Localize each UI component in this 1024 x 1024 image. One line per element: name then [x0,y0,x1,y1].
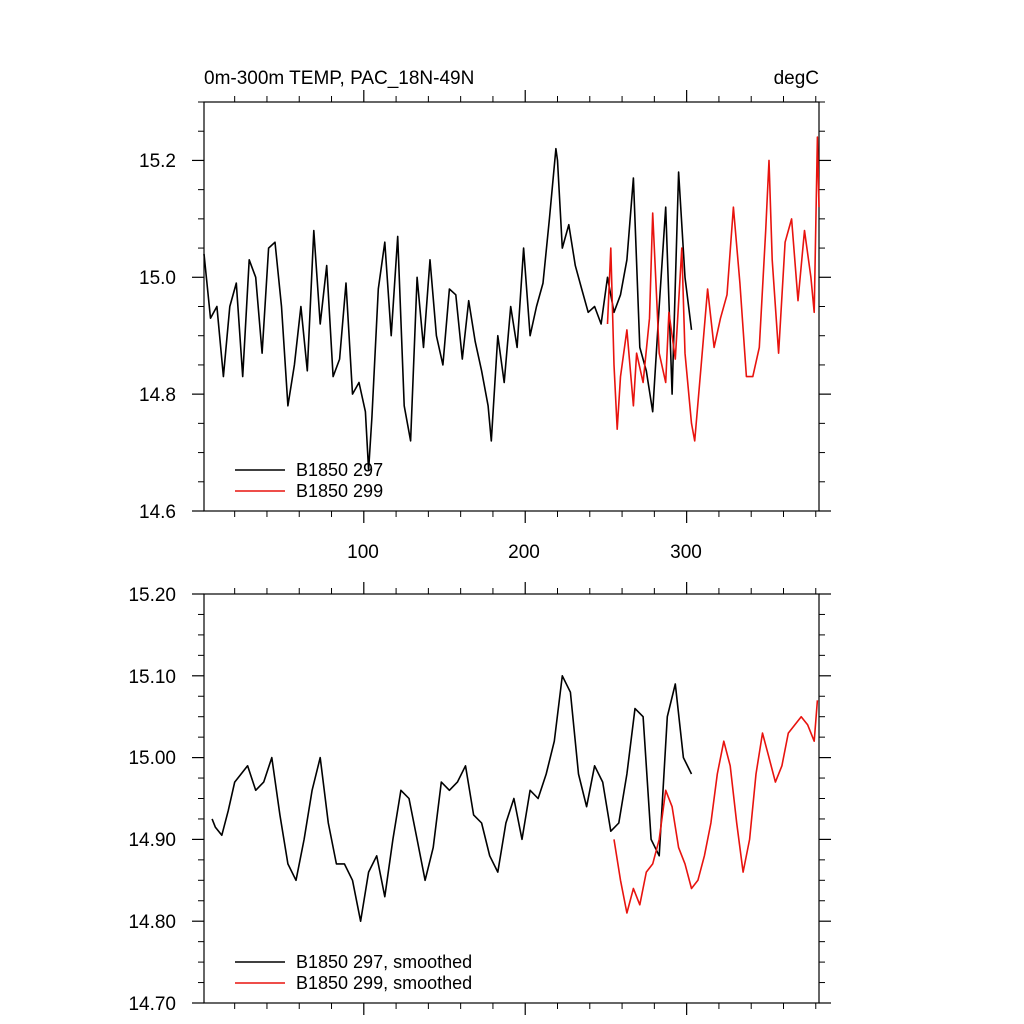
legend-label: B1850 299 [296,481,383,501]
y-tick-label: 15.0 [139,268,176,289]
series-line-black [211,674,693,923]
series-line-red [606,136,820,442]
plot-frame-bottom [203,593,820,1004]
y-tick-label: 15.10 [128,667,176,688]
x-tick-label: 100 [347,542,379,563]
y-axis-top: 14.6 14.8 15.0 15.2 [139,151,176,523]
series-lines-top [203,136,820,471]
units-label: degC [774,68,819,89]
legend-label: B1850 299, smoothed [296,973,472,993]
x-tick-label: 300 [670,542,702,563]
series-line-black [203,147,693,471]
y-tick-label: 14.6 [139,502,176,523]
chart-bottom: 14.70 14.80 14.90 15.00 15.10 15.20 B185… [128,582,831,1015]
legend-label: B1850 297, smoothed [296,952,472,972]
x-axis-top: 100 200 300 [347,542,702,563]
y-tick-label: 14.8 [139,385,176,406]
chart-title: 0m-300m TEMP, PAC_18N-49N [204,68,474,89]
legend-bottom: B1850 297, smoothed B1850 299, smoothed [235,952,472,993]
y-tick-label: 15.00 [128,748,176,769]
y-tick-label: 14.70 [128,994,176,1015]
x-tick-label: 200 [508,542,540,563]
y-tick-label: 14.80 [128,912,176,933]
legend-top: B1850 297 B1850 299 [235,460,383,501]
minor-ticks-bottom [192,582,831,1015]
y-tick-label: 15.20 [128,585,176,606]
chart-top: 0m-300m TEMP, PAC_18N-49N degC 14.6 14.8… [139,68,831,563]
y-axis-bottom: 14.70 14.80 14.90 15.00 15.10 15.20 [128,585,176,1015]
minor-ticks-top [192,90,831,523]
y-tick-label: 14.90 [128,830,176,851]
legend-label: B1850 297 [296,460,383,480]
y-tick-label: 15.2 [139,151,176,172]
series-lines-bottom [211,674,819,923]
series-line-red [613,700,819,914]
